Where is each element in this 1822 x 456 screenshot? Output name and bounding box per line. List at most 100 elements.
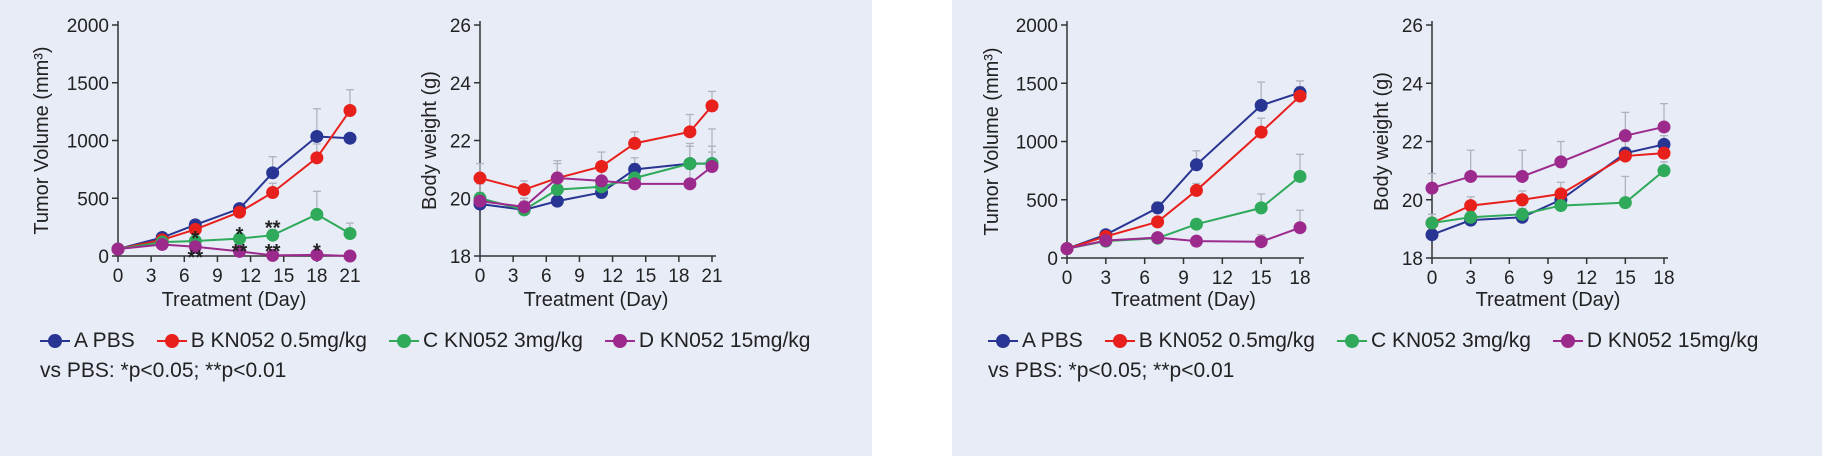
x-tick-label: 21 (339, 266, 360, 287)
significance-marker: ** (188, 247, 204, 269)
x-tick-label: 0 (475, 266, 486, 287)
x-axis-label: Treatment (Day) (1476, 289, 1621, 311)
data-point-c (1254, 201, 1268, 215)
data-point-b (705, 99, 719, 113)
y-tick-label: 18 (450, 247, 471, 268)
y-tick-label: 20 (1402, 191, 1423, 212)
legend-marker-icon (1336, 334, 1367, 348)
y-tick-label: 24 (450, 74, 472, 95)
x-tick-label: 12 (602, 266, 623, 287)
data-point-a (1151, 201, 1165, 215)
x-tick-label: 0 (1427, 268, 1438, 289)
data-point-a (1254, 98, 1268, 112)
x-tick-label: 0 (113, 266, 124, 287)
legend-label: A PBS (1022, 329, 1083, 352)
data-point-b (1657, 146, 1671, 160)
y-axis-label: Tumor Volume (mm³) (981, 47, 1003, 235)
data-point-d (233, 244, 247, 258)
x-tick-label: 3 (508, 266, 519, 287)
legend-marker-icon (604, 334, 635, 348)
data-point-b (595, 159, 609, 173)
data-point-c (1515, 207, 1529, 221)
x-tick-label: 9 (212, 266, 223, 287)
x-tick-label: 6 (179, 266, 190, 287)
data-point-c (1657, 164, 1671, 178)
y-tick-label: 2000 (1016, 16, 1058, 37)
x-tick-label: 15 (1251, 268, 1272, 289)
data-point-d (111, 242, 125, 256)
data-point-d (628, 177, 642, 191)
data-point-d (705, 159, 719, 173)
significance-marker: ** (265, 241, 281, 263)
x-tick-label: 6 (1504, 268, 1515, 289)
legend-marker-icon (988, 334, 1018, 348)
data-point-a (343, 131, 357, 145)
y-tick-label: 1500 (1016, 74, 1058, 95)
data-point-b (343, 103, 357, 117)
x-tick-label: 18 (668, 266, 689, 287)
x-axis-label: Treatment (Day) (162, 289, 307, 311)
data-point-d (683, 177, 697, 191)
data-point-b (233, 205, 247, 219)
series-line-d (1066, 226, 1301, 250)
y-tick-label: 22 (450, 132, 471, 153)
data-point-d (550, 171, 564, 185)
legend-marker-icon (388, 334, 419, 348)
data-point-b (517, 183, 531, 197)
x-tick-label: 15 (1615, 268, 1636, 289)
legend-label: B KN052 0.5mg/kg (190, 329, 367, 352)
y-tick-label: 26 (450, 16, 471, 37)
body-weight-chart-left: 18 20 22 24 26 0 3 6 9 12 15 18 21 Treatment (Day) Bod… (419, 16, 723, 311)
legend-label: B KN052 0.5mg/kg (1138, 329, 1315, 352)
series-line-c (1431, 169, 1665, 225)
y-tick-label: 500 (77, 189, 109, 210)
body-weight-chart-right: 18 20 22 24 26 0 3 6 9 12 15 18 Treatment (Day) Body … (1371, 16, 1675, 311)
x-tick-label: 6 (1139, 268, 1150, 289)
series-line-b (1066, 95, 1301, 250)
data-point-b (473, 171, 487, 185)
data-point-a (310, 129, 324, 143)
x-tick-label: 3 (146, 266, 157, 287)
data-point-d (1254, 235, 1268, 249)
data-point-a (266, 166, 280, 180)
x-tick-label: 18 (306, 266, 327, 287)
data-point-d (1189, 234, 1203, 248)
significance-marker: * (236, 224, 244, 246)
legend-item-d: D KN052 15mg/kg (604, 329, 810, 353)
data-point-b (628, 136, 642, 150)
significance-note: vs PBS: *p<0.05; **p<0.01 (988, 359, 1235, 382)
data-point-c (1425, 216, 1439, 230)
y-tick-label: 0 (1047, 249, 1058, 270)
legend-right: A PBS B KN052 0.5mg/kg C KN052 3mg/kg D KN0… (988, 326, 1780, 386)
legend-items: A PBS B KN052 0.5mg/kg C KN052 3mg/kg D KN0… (40, 326, 832, 356)
data-point-d (1099, 234, 1113, 248)
data-point-a (550, 194, 564, 208)
series-line-b (479, 105, 713, 191)
legend-left: A PBS B KN052 0.5mg/kg C KN052 3mg/kg D KN0… (40, 326, 832, 386)
y-tick-label: 18 (1402, 249, 1423, 270)
data-point-d (188, 240, 202, 254)
tumor-volume-chart-left: 0 500 1000 1500 2000 0 3 6 9 12 15 18 21 Treatment (D… (31, 16, 361, 311)
y-axis-label: Tumor Volume (mm³) (31, 46, 53, 234)
y-axis-label: Body weight (g) (419, 71, 441, 210)
data-point-b (1151, 215, 1165, 229)
x-tick-label: 6 (541, 266, 552, 287)
data-point-c (1464, 210, 1478, 224)
data-point-b (1293, 89, 1307, 103)
data-point-d (1425, 181, 1439, 195)
data-point-d (343, 249, 357, 263)
x-tick-label: 12 (1212, 268, 1233, 289)
data-point-d (266, 248, 280, 262)
data-point-d (155, 237, 169, 251)
legend-item-c: C KN052 3mg/kg (388, 329, 583, 353)
y-tick-label: 22 (1402, 133, 1423, 154)
data-point-d (595, 174, 609, 188)
y-tick-label: 1500 (67, 74, 109, 95)
legend-marker-icon (1552, 334, 1583, 348)
data-point-d (1151, 231, 1165, 245)
x-tick-label: 18 (1653, 268, 1674, 289)
legend-item-a: A PBS (40, 329, 135, 353)
data-point-b (1189, 183, 1203, 197)
data-point-b (1254, 125, 1268, 139)
significance-marker: ** (232, 241, 248, 263)
